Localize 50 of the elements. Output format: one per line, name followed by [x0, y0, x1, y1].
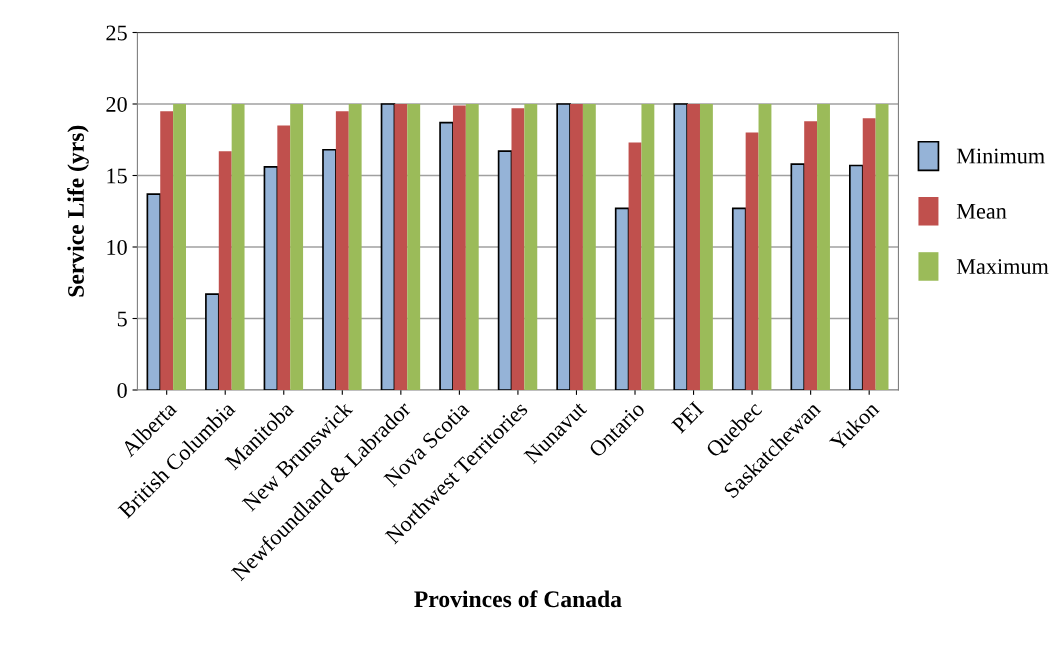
bar [160, 111, 174, 390]
x-axis-title: Provinces of Canada [414, 590, 622, 608]
bar [231, 104, 245, 390]
legend-label: Mean [956, 203, 1007, 219]
bar [452, 105, 466, 390]
y-tick-label: 5 [117, 311, 127, 327]
bar [497, 150, 513, 390]
x-tick-label: PEI [671, 400, 704, 434]
bar [277, 125, 291, 390]
bar [218, 151, 232, 390]
y-tick-label: 20 [106, 96, 127, 112]
bar [146, 193, 162, 390]
legend-label: Minimum [956, 148, 1045, 164]
bar [407, 104, 421, 390]
bar [641, 104, 655, 390]
bar [790, 163, 806, 390]
bar [745, 132, 759, 390]
bar [673, 103, 688, 390]
bar [173, 104, 186, 390]
bar [862, 118, 876, 390]
bar [875, 104, 889, 390]
bar [804, 121, 818, 390]
bar [628, 142, 642, 390]
y-tick-label: 0 [117, 382, 127, 398]
bar [817, 104, 830, 390]
bar [758, 104, 772, 390]
bar [290, 104, 304, 390]
bar [687, 104, 700, 390]
bar [511, 108, 525, 390]
bar [699, 104, 713, 390]
bar [570, 104, 583, 390]
bar [731, 207, 747, 390]
y-axis-title: Service Life (yrs) [67, 125, 89, 297]
y-tick-label: 15 [107, 168, 127, 184]
bar [205, 293, 220, 390]
bar [322, 148, 337, 390]
bar [556, 103, 571, 390]
bar [849, 164, 864, 390]
bar [465, 104, 479, 390]
bar [348, 104, 362, 390]
bar [439, 121, 454, 390]
bar [394, 104, 408, 390]
y-tick-label: 25 [106, 25, 127, 41]
bar [335, 111, 349, 390]
bar [524, 104, 538, 390]
legend-label: Maximum [956, 259, 1049, 274]
y-tick-label: 10 [107, 239, 127, 255]
bar [614, 207, 630, 390]
bar [582, 104, 596, 390]
bar [380, 103, 396, 390]
